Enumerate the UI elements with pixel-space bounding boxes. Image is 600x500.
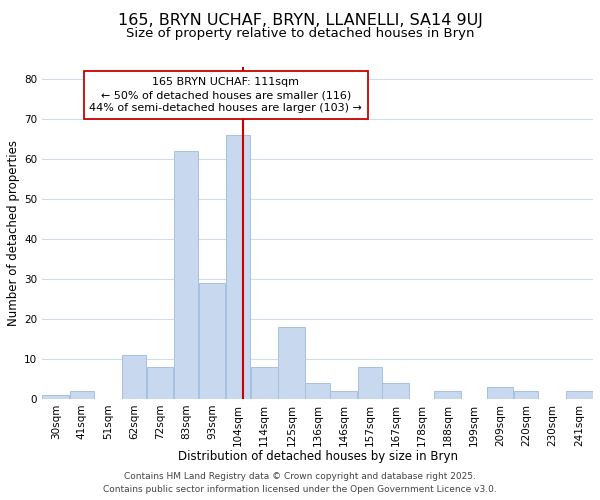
Bar [43,395,69,399]
Bar [358,367,382,399]
Text: Contains HM Land Registry data © Crown copyright and database right 2025.: Contains HM Land Registry data © Crown c… [124,472,476,481]
Bar [382,383,409,399]
Bar [251,367,278,399]
Bar [487,387,514,399]
Bar [199,283,226,399]
Bar [514,391,538,399]
Bar [226,135,250,399]
Bar [566,391,593,399]
Bar [70,391,94,399]
Bar [330,391,357,399]
Text: Size of property relative to detached houses in Bryn: Size of property relative to detached ho… [126,28,474,40]
Text: 165, BRYN UCHAF, BRYN, LLANELLI, SA14 9UJ: 165, BRYN UCHAF, BRYN, LLANELLI, SA14 9U… [118,12,482,28]
Bar [278,327,305,399]
Text: 165 BRYN UCHAF: 111sqm
← 50% of detached houses are smaller (116)
44% of semi-de: 165 BRYN UCHAF: 111sqm ← 50% of detached… [89,77,362,114]
Bar [174,151,198,399]
Y-axis label: Number of detached properties: Number of detached properties [7,140,20,326]
Bar [146,367,173,399]
Bar [305,383,330,399]
Bar [122,355,146,399]
Text: Contains public sector information licensed under the Open Government Licence v3: Contains public sector information licen… [103,485,497,494]
X-axis label: Distribution of detached houses by size in Bryn: Distribution of detached houses by size … [178,450,458,463]
Bar [434,391,461,399]
